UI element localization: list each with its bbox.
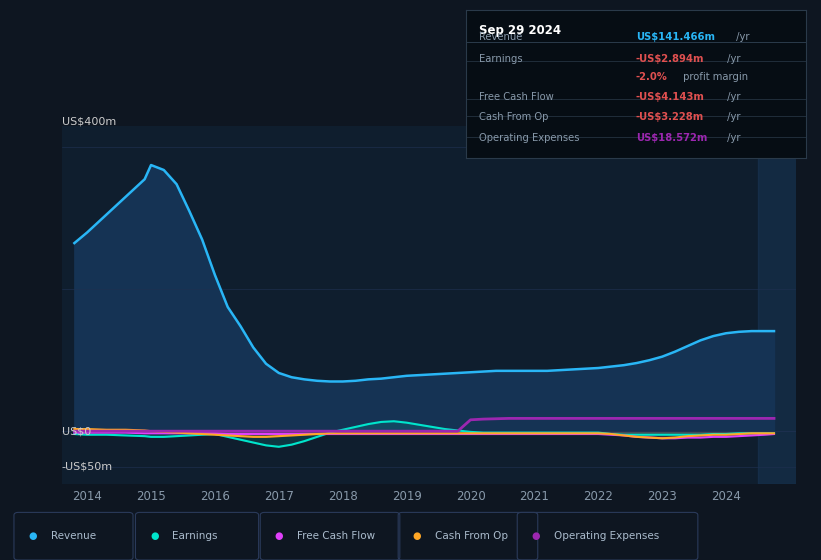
Text: Cash From Op: Cash From Op <box>479 113 548 122</box>
Bar <box>758 126 821 484</box>
Text: Revenue: Revenue <box>51 531 96 541</box>
Text: Cash From Op: Cash From Op <box>435 531 508 541</box>
Text: -US$2.894m: -US$2.894m <box>635 54 704 64</box>
Text: US$0: US$0 <box>62 426 91 436</box>
Text: Operating Expenses: Operating Expenses <box>554 531 659 541</box>
Text: Free Cash Flow: Free Cash Flow <box>479 91 554 101</box>
Text: Operating Expenses: Operating Expenses <box>479 133 580 143</box>
Text: Earnings: Earnings <box>479 54 523 64</box>
Text: Revenue: Revenue <box>479 32 522 42</box>
Text: /yr: /yr <box>724 54 741 64</box>
Text: US$18.572m: US$18.572m <box>635 133 707 143</box>
Text: -US$3.228m: -US$3.228m <box>635 113 704 122</box>
Text: -US$50m: -US$50m <box>62 461 112 472</box>
Text: Free Cash Flow: Free Cash Flow <box>297 531 375 541</box>
Text: -US$4.143m: -US$4.143m <box>635 91 704 101</box>
Text: Sep 29 2024: Sep 29 2024 <box>479 25 562 38</box>
Text: /yr: /yr <box>724 113 741 122</box>
Text: -2.0%: -2.0% <box>635 72 667 82</box>
Text: US$400m: US$400m <box>62 116 116 126</box>
Text: ●: ● <box>413 531 421 541</box>
Text: ●: ● <box>29 531 37 541</box>
Text: /yr: /yr <box>724 133 741 143</box>
Text: ●: ● <box>532 531 540 541</box>
Text: ●: ● <box>150 531 158 541</box>
Text: ●: ● <box>275 531 283 541</box>
Text: US$141.466m: US$141.466m <box>635 32 715 42</box>
Text: /yr: /yr <box>724 91 741 101</box>
Text: Earnings: Earnings <box>172 531 218 541</box>
Text: /yr: /yr <box>733 32 750 42</box>
Text: profit margin: profit margin <box>680 72 748 82</box>
